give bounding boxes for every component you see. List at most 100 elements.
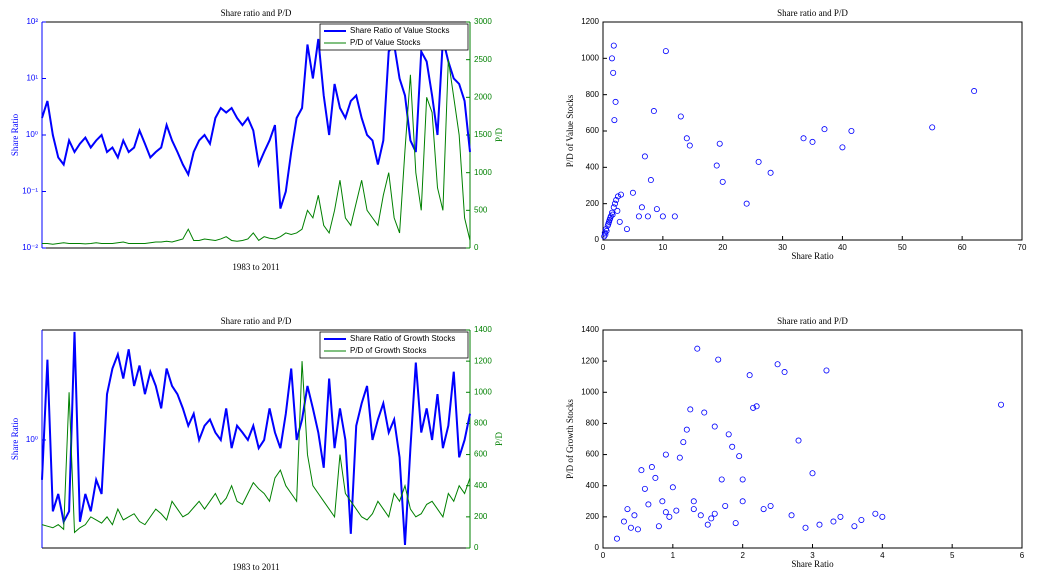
y-tick-label: 1200 bbox=[581, 17, 599, 26]
y2-tick-label: 1500 bbox=[474, 130, 492, 139]
y-tick-label: 800 bbox=[586, 90, 600, 99]
scatter-point bbox=[736, 453, 743, 460]
scatter-point bbox=[800, 135, 807, 142]
scatter-point bbox=[613, 197, 620, 204]
x-tick-label: 6 bbox=[1020, 551, 1025, 560]
scatter-point bbox=[683, 426, 690, 433]
scatter-point bbox=[722, 502, 729, 509]
scatter-point bbox=[971, 88, 978, 95]
x-tick-label: 30 bbox=[778, 243, 787, 252]
scatter-point bbox=[609, 211, 616, 218]
scatter-point bbox=[715, 356, 722, 363]
y-tick-label: 200 bbox=[586, 512, 600, 521]
y2-axis-label: P/D bbox=[494, 432, 504, 447]
scatter-point bbox=[601, 233, 608, 240]
scatter-point bbox=[774, 361, 781, 368]
scatter-point bbox=[739, 476, 746, 483]
scatter-point bbox=[713, 162, 720, 169]
scatter-point bbox=[673, 507, 680, 514]
scatter-point bbox=[725, 431, 732, 438]
y-tick-label: 600 bbox=[586, 450, 600, 459]
scatter-point bbox=[683, 135, 690, 142]
x-tick-label: 2 bbox=[740, 551, 745, 560]
scatter-point bbox=[611, 200, 618, 207]
x-tick-label: 3 bbox=[810, 551, 815, 560]
scatter-point bbox=[704, 521, 711, 528]
x-axis-label: 1983 to 2011 bbox=[232, 262, 279, 272]
scatter-point bbox=[613, 535, 620, 542]
scatter-point bbox=[879, 513, 886, 520]
y2-tick-label: 1400 bbox=[474, 325, 492, 334]
scatter-point bbox=[753, 403, 760, 410]
y-tick-label: 10⁰ bbox=[26, 130, 38, 139]
scatter-point bbox=[671, 213, 678, 220]
scatter-point bbox=[662, 48, 669, 55]
scatter-point bbox=[998, 401, 1005, 408]
y2-tick-label: 0 bbox=[474, 543, 479, 552]
scatter-point bbox=[607, 213, 614, 220]
scatter-point bbox=[690, 506, 697, 513]
series-line bbox=[41, 331, 471, 546]
y2-axis-label: P/D bbox=[494, 128, 504, 143]
scatter-point bbox=[690, 498, 697, 505]
series-line bbox=[41, 361, 471, 534]
scatter-point bbox=[839, 144, 846, 151]
chart-title: Share ratio and P/D bbox=[777, 8, 848, 18]
x-axis-label: 1983 to 2011 bbox=[232, 562, 279, 572]
scatter-point bbox=[610, 42, 617, 49]
scatter-point bbox=[659, 213, 666, 220]
x-axis-label: Share Ratio bbox=[791, 559, 834, 569]
scatter-point bbox=[809, 138, 816, 145]
x-tick-label: 1 bbox=[671, 551, 676, 560]
scatter-point bbox=[629, 189, 636, 196]
scatter-point bbox=[659, 498, 666, 505]
scatter-point bbox=[697, 512, 704, 519]
y-tick-label: 10² bbox=[26, 17, 38, 26]
y2-tick-label: 0 bbox=[474, 243, 479, 252]
chart-title: Share ratio and P/D bbox=[221, 8, 292, 18]
scatter-point bbox=[729, 443, 736, 450]
legend-label: Share Ratio of Value Stocks bbox=[350, 26, 449, 35]
scatter-point bbox=[788, 512, 795, 519]
scatter-point bbox=[623, 226, 630, 233]
scatter-point bbox=[644, 213, 651, 220]
scatter-point bbox=[634, 526, 641, 533]
x-axis-label: Share Ratio bbox=[791, 251, 834, 261]
scatter-point bbox=[612, 98, 619, 105]
y2-tick-label: 1200 bbox=[474, 356, 492, 365]
scatter-point bbox=[680, 439, 687, 446]
y-tick-label: 1200 bbox=[581, 356, 599, 365]
scatter-point bbox=[929, 124, 936, 131]
scatter-point bbox=[677, 113, 684, 120]
scatter-point bbox=[650, 108, 657, 115]
y-tick-label: 600 bbox=[586, 126, 600, 135]
scatter-point bbox=[606, 217, 613, 224]
scatter-point bbox=[645, 501, 652, 508]
y-tick-label: 1400 bbox=[581, 325, 599, 334]
scatter-point bbox=[603, 227, 610, 234]
legend-box bbox=[319, 331, 469, 359]
y-tick-label: 400 bbox=[586, 481, 600, 490]
x-tick-label: 0 bbox=[601, 243, 606, 252]
scatter-point bbox=[614, 193, 621, 200]
legend-label: Share Ratio of Growth Stocks bbox=[350, 334, 455, 343]
scatter-point bbox=[719, 178, 726, 185]
y-tick-label: 10⁻² bbox=[22, 243, 38, 252]
scatter-point bbox=[701, 409, 708, 416]
y-tick-label: 10⁻¹ bbox=[22, 187, 38, 196]
scatter-point bbox=[608, 55, 615, 62]
chart-title: Share ratio and P/D bbox=[777, 316, 848, 326]
scatter-point bbox=[669, 484, 676, 491]
scatter-point bbox=[755, 158, 762, 165]
scatter-point bbox=[610, 69, 617, 76]
legend-box bbox=[319, 23, 469, 51]
scatter-point bbox=[605, 220, 612, 227]
x-tick-label: 10 bbox=[658, 243, 667, 252]
scatter-point bbox=[795, 437, 802, 444]
scatter-point bbox=[767, 169, 774, 176]
scatter-point bbox=[614, 207, 621, 214]
scatter-point bbox=[837, 513, 844, 520]
scatter-point bbox=[610, 204, 617, 211]
